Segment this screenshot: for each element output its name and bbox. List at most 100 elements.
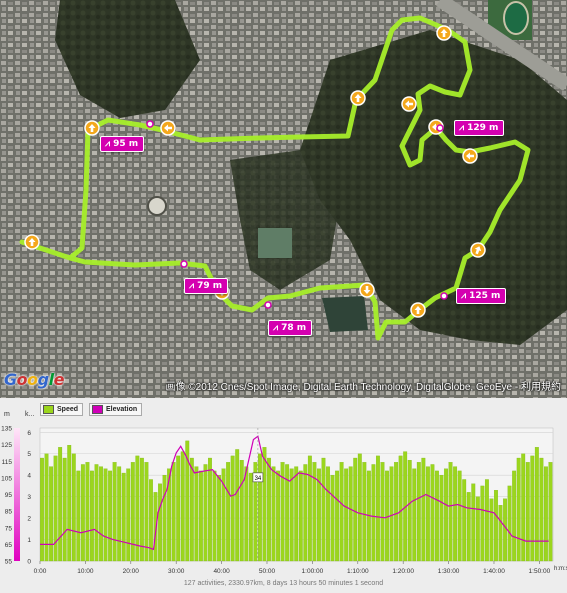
elevation-waypoint-label[interactable]: ⩘ 129 m (454, 120, 505, 136)
time-tick-label: 1:00:00 (302, 568, 324, 575)
forest-area-center (230, 150, 340, 290)
speed-bar (412, 468, 417, 562)
waypoint-elevation-text: 79 m (197, 281, 223, 291)
direction-arrow-icon (470, 242, 486, 258)
chart-panel[interactable]: Speed Elevation mk...h:m:s556575859510511… (0, 398, 567, 593)
highway (436, 0, 567, 91)
speed-bar (353, 457, 358, 562)
speed-bar (407, 460, 412, 562)
speed-bar (76, 470, 81, 562)
speed-bar (512, 470, 517, 562)
elevation-waypoint-label[interactable]: ⩘ 95 m (100, 136, 145, 152)
legend-item-speed[interactable]: Speed (40, 403, 84, 416)
speed-bar (103, 468, 108, 562)
elevation-waypoint-label[interactable]: ⩘ 78 m (268, 320, 313, 336)
legend-label: Elevation (106, 406, 138, 413)
waypoint-marker[interactable] (264, 301, 272, 309)
speed-bar (435, 470, 439, 562)
direction-arrow-icon (410, 302, 426, 318)
speed-bar (198, 470, 203, 562)
speed-bar (371, 464, 376, 562)
speed-bar (194, 466, 199, 562)
time-tick-label: 1:10:00 (347, 568, 369, 575)
speed-bar (385, 470, 389, 562)
speed-bar (153, 492, 158, 562)
speed-bar (317, 468, 321, 562)
speed-elevation-chart[interactable]: mk...h:m:s556575859510511512513501234563… (0, 398, 567, 593)
position-marker[interactable] (252, 472, 264, 483)
speed-bar (212, 470, 217, 562)
map-canvas[interactable] (0, 0, 567, 398)
elevation-tick-label: 55 (5, 559, 13, 566)
speed-tick-label: 3 (27, 494, 31, 501)
direction-arrow-icon (350, 90, 366, 106)
speed-bar (394, 462, 399, 562)
speed-bar (158, 483, 162, 562)
speed-bar (85, 462, 90, 562)
elevation-waypoint-label[interactable]: ⩘ 125 m (456, 288, 507, 304)
speed-bar (321, 457, 326, 562)
position-marker-label: 34 (255, 476, 262, 482)
speed-bar (117, 466, 122, 562)
waypoint-marker[interactable] (436, 124, 444, 132)
speed-bar (171, 462, 176, 562)
elevation-tick-label: 75 (5, 525, 13, 532)
speed-tick-label: 5 (27, 451, 31, 458)
speed-bar (53, 455, 58, 562)
elevation-tick-label: 65 (5, 542, 13, 549)
direction-arrow-icon (24, 234, 40, 250)
speed-tick-label: 4 (27, 473, 31, 480)
speed-bar (525, 462, 530, 562)
time-tick-label: 1:20:00 (392, 568, 414, 575)
speed-bar (294, 466, 299, 562)
speed-bar (330, 475, 335, 562)
speed-bar (280, 462, 285, 562)
elevation-waypoint-label[interactable]: ⩘ 79 m (184, 278, 229, 294)
speed-bar (267, 457, 271, 562)
google-logo-letter: o (27, 370, 38, 389)
satellite-map[interactable]: ⩘ 95 m ⩘ 129 m ⩘ 79 m ⩘ 78 m ⩘ 125 m Google 画像 ©2… (0, 0, 567, 398)
speed-bar (139, 457, 144, 562)
speed-bar (67, 445, 72, 562)
speed-bar (503, 498, 507, 562)
speed-bar (475, 496, 480, 562)
elevation-icon: ⩘ (461, 291, 467, 301)
speed-bar (444, 468, 448, 562)
waypoint-marker[interactable] (146, 120, 154, 128)
speed-bar (208, 457, 212, 562)
speed-bar (262, 447, 267, 562)
legend-item-elevation[interactable]: Elevation (89, 403, 143, 416)
speed-bar (480, 485, 485, 562)
speed-bar (494, 490, 498, 562)
elevation-tick-label: 105 (1, 475, 12, 482)
speed-bar (507, 485, 512, 562)
speed-bar (40, 457, 44, 562)
speed-bar (466, 492, 471, 562)
elevation-icon: ⩘ (273, 323, 279, 333)
speed-bar (348, 466, 353, 562)
speed-bar (121, 472, 126, 562)
waypoint-marker[interactable] (440, 292, 448, 300)
waypoint-elevation-text: 125 m (469, 291, 501, 301)
speed-bar (226, 462, 231, 562)
speed-bar (453, 466, 458, 562)
time-tick-label: 10:00 (77, 568, 94, 575)
speed-bar (543, 466, 548, 562)
waypoint-marker[interactable] (180, 260, 188, 268)
speed-bar (162, 475, 167, 562)
direction-arrow-icon (160, 120, 176, 136)
speed-bar (516, 457, 521, 562)
speed-bar (430, 464, 435, 562)
elevation-tick-label: 115 (2, 459, 13, 466)
speed-tick-label: 6 (27, 430, 31, 437)
time-axis-unit: h:m:s (554, 566, 567, 572)
speed-bar (189, 457, 194, 562)
map-attribution: 画像 ©2012 Cnes/Spot Image, Digital Earth … (165, 382, 561, 393)
forest-area-north (55, 0, 200, 118)
elevation-axis-unit: m (4, 411, 10, 418)
speed-bar (448, 462, 453, 562)
legend-swatch (92, 405, 104, 414)
speed-bar (362, 462, 367, 562)
speed-bar (71, 453, 76, 562)
google-logo-letter: l (48, 370, 54, 389)
